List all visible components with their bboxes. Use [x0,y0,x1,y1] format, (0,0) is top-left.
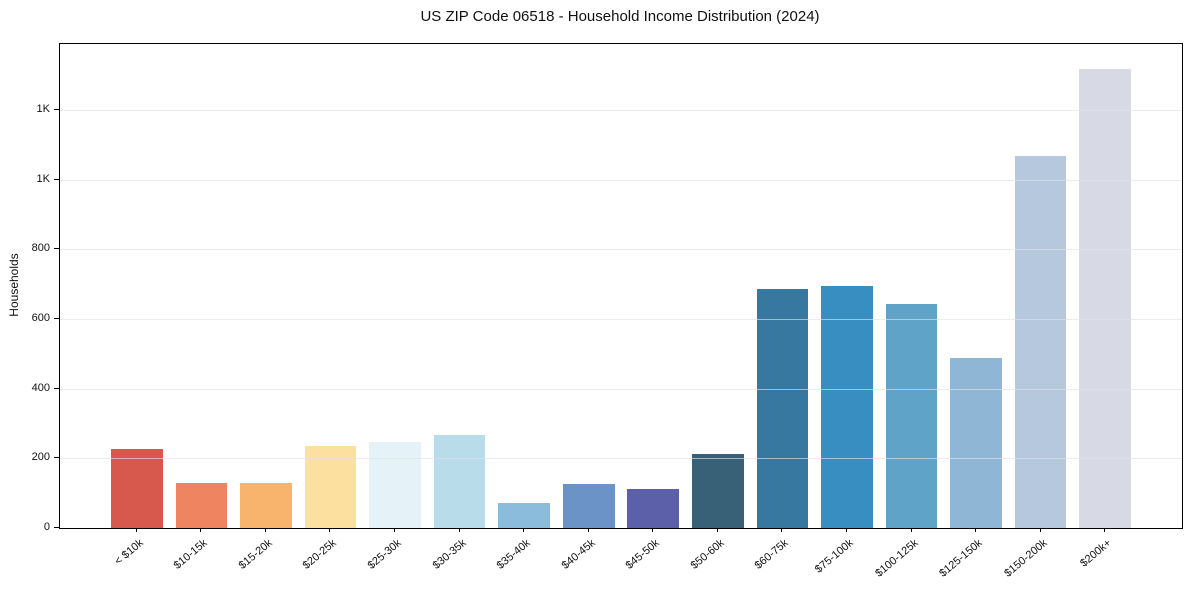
x-tick-mark [394,528,396,532]
x-tick-label-$150-200k: $150-200k [1001,537,1050,580]
bar-$35-40k [498,502,550,528]
bar-$200k+ [1079,69,1131,528]
bar-$125-150k [950,357,1002,528]
chart-title: US ZIP Code 06518 - Household Income Dis… [420,8,820,25]
x-tick-mark [652,528,654,532]
x-tick-mark [975,528,977,532]
x-tick-label-$20-25k: $20-25k [301,537,340,572]
y-tick-mark [54,457,59,459]
x-tick-mark [264,528,266,532]
bar-$75-100k [821,286,873,528]
y-tick-mark [54,318,59,320]
x-tick-label-$200k+: $200k+ [1078,537,1114,570]
x-tick-label-$45-50k: $45-50k [623,537,662,572]
x-tick-label-$60-75k: $60-75k [752,537,792,572]
x-tick-mark [458,528,460,532]
x-tick-label-$40-45k: $40-45k [559,537,598,572]
x-tick-label-$75-100k: $75-100k [812,537,856,576]
x-tick-label-$35-40k: $35-40k [494,537,533,572]
y-tick-label: 200 [31,451,50,464]
y-tick-mark [54,178,59,180]
bar-$10-15k [175,483,228,528]
y-tick-label: 0 [43,521,50,533]
bar-< $10k [111,449,163,528]
x-tick-label-$125-150k: $125-150k [937,537,985,580]
plot-area [59,43,1183,529]
gridline-800 [60,249,1182,251]
y-tick-mark [54,109,59,111]
bar-$150-200k [1014,156,1067,528]
x-tick-label-$10-15k: $10-15k [171,537,211,572]
x-tick-mark [781,528,783,532]
x-tick-mark [523,528,525,532]
x-tick-label-$15-20k: $15-20k [236,537,275,572]
y-tick-label: 1K [36,103,50,116]
bar-$15-20k [240,483,292,528]
x-tick-mark [329,528,331,532]
y-tick-mark [54,248,59,250]
x-tick-mark [1104,528,1106,532]
x-tick-mark [845,528,847,532]
x-tick-label-$25-30k: $25-30k [365,537,404,572]
bar-$25-30k [369,442,421,528]
x-tick-mark [135,528,137,532]
gridline-200 [60,458,1182,460]
bar-$100-125k [885,304,938,528]
x-tick-mark [910,528,912,532]
y-tick-label: 600 [31,312,50,325]
gridline-400 [60,388,1182,390]
x-tick-label-$30-35k: $30-35k [430,537,469,572]
bar-$20-25k [304,445,357,528]
x-tick-label-$100-125k: $100-125k [872,537,921,580]
y-tick-mark [54,387,59,389]
bar-$30-35k [433,435,486,528]
y-tick-label: 1K [36,172,50,185]
x-tick-mark [716,528,718,532]
gridline-1200 [60,110,1182,112]
x-tick-mark [200,528,202,532]
x-tick-mark [1039,528,1041,532]
bar-$45-50k [627,489,680,528]
x-tick-label-$50-60k: $50-60k [688,537,727,572]
bar-$50-60k [692,453,744,528]
y-tick-label: 800 [31,242,50,255]
gridline-1000 [60,179,1182,181]
gridline-600 [60,319,1182,321]
y-tick-mark [54,527,59,528]
bar-$40-45k [562,483,615,528]
x-tick-label-< $10k: < $10k [112,537,146,568]
y-axis-label: Households [7,253,21,317]
bar-$60-75k [756,289,809,528]
x-tick-mark [587,528,589,532]
y-tick-label: 400 [31,381,50,394]
